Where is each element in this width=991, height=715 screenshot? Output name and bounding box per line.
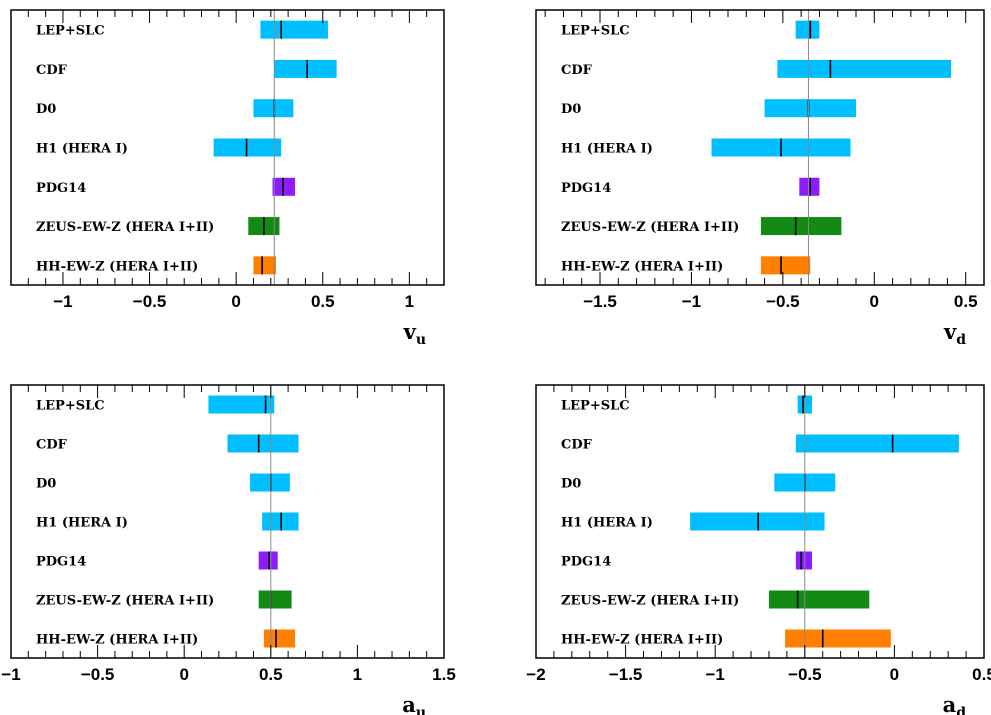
row-label: CDF bbox=[36, 63, 68, 78]
tick-label: 0.5 bbox=[954, 292, 978, 311]
axis-title-subscript: d bbox=[956, 705, 966, 715]
bar-v-d-d0 bbox=[764, 99, 856, 118]
tick-label: 1 bbox=[353, 665, 362, 684]
row-label: ZEUS-EW-Z (HERA I+II) bbox=[36, 220, 214, 235]
bar-a-d-zeus-ew-z-hera-i-ii bbox=[768, 590, 870, 609]
panel-v-d: LEP+SLC CDF D0 H1 (HERA I) PDG14 ZEUS-EW-Z (H… bbox=[535, 9, 985, 348]
row-label: LEP+SLC bbox=[561, 24, 630, 39]
bar-v-d-pdg14 bbox=[799, 177, 820, 196]
tick-label: −1 bbox=[682, 292, 701, 311]
plot-frame bbox=[10, 9, 445, 286]
tick-label: −1 bbox=[53, 292, 72, 311]
axis-title: ad bbox=[943, 692, 967, 715]
row-label: PDG14 bbox=[36, 555, 86, 570]
panel-a-d: LEP+SLC CDF D0 H1 (HERA I) PDG14 ZEUS-EW-Z (H… bbox=[526, 384, 991, 715]
row-label: H1 (HERA I) bbox=[561, 142, 653, 157]
bar-a-d-pdg14 bbox=[795, 551, 812, 570]
axis-title: au bbox=[402, 692, 426, 715]
row-label: HH-EW-Z (HERA I+II) bbox=[36, 633, 198, 648]
bar-v-d-cdf bbox=[777, 59, 952, 78]
row-label: ZEUS-EW-Z (HERA I+II) bbox=[561, 594, 739, 609]
tick-label: −2 bbox=[526, 665, 545, 684]
bar-a-u-d0 bbox=[250, 473, 290, 492]
row-label: PDG14 bbox=[561, 555, 611, 570]
bar-a-u-cdf bbox=[227, 434, 299, 453]
bar-a-d-h1-hera-i bbox=[690, 512, 825, 531]
row-label: HH-EW-Z (HERA I+II) bbox=[561, 259, 723, 274]
plot-frame bbox=[535, 9, 985, 286]
tick-label: −1.5 bbox=[609, 665, 643, 684]
bar-v-d-hh-ew-z-hera-i-ii bbox=[760, 256, 811, 275]
axis-title: vu bbox=[403, 319, 426, 348]
panel-a-u: LEP+SLC CDF D0 H1 (HERA I) PDG14 ZEUS-EW-Z (H… bbox=[1, 384, 456, 715]
row-label: HH-EW-Z (HERA I+II) bbox=[561, 633, 723, 648]
tick-label: −0.5 bbox=[81, 665, 115, 684]
bar-a-d-cdf bbox=[795, 434, 959, 453]
row-label: H1 (HERA I) bbox=[36, 516, 128, 531]
axis-title-main: a bbox=[943, 692, 957, 715]
tick-label: −1 bbox=[706, 665, 725, 684]
axis-title-main: v bbox=[943, 319, 957, 344]
tick-label: −0.5 bbox=[133, 292, 167, 311]
plot-frame bbox=[535, 384, 985, 659]
axis-title-main: v bbox=[403, 319, 417, 344]
tick-label: 0.5 bbox=[311, 292, 335, 311]
row-label: CDF bbox=[561, 438, 593, 453]
row-label: HH-EW-Z (HERA I+II) bbox=[36, 259, 198, 274]
axis-title-subscript: u bbox=[416, 705, 426, 715]
row-label: LEP+SLC bbox=[36, 399, 105, 414]
tick-label: 0 bbox=[870, 292, 879, 311]
bar-a-u-h1-hera-i bbox=[262, 512, 299, 531]
tick-label: −1 bbox=[1, 665, 20, 684]
tick-label: −1.5 bbox=[583, 292, 617, 311]
tick-label: 0 bbox=[231, 292, 240, 311]
row-label: CDF bbox=[561, 63, 593, 78]
bar-v-u-h1-hera-i bbox=[213, 138, 282, 157]
bar-a-u-pdg14 bbox=[258, 551, 278, 570]
panel-v-u: LEP+SLC CDF D0 H1 (HERA I) PDG14 ZEUS-EW-Z (H… bbox=[10, 9, 445, 348]
axis-title-subscript: u bbox=[416, 332, 426, 348]
row-label: D0 bbox=[36, 477, 56, 492]
row-label: H1 (HERA I) bbox=[36, 142, 128, 157]
bar-v-u-d0 bbox=[253, 99, 294, 118]
tick-label: 0.5 bbox=[972, 665, 991, 684]
row-label: D0 bbox=[561, 477, 581, 492]
bar-v-u-cdf bbox=[274, 59, 337, 78]
bar-v-d-lep-slc bbox=[795, 20, 820, 39]
row-label: PDG14 bbox=[36, 181, 86, 196]
plot-frame bbox=[10, 384, 445, 659]
bar-v-u-hh-ew-z-hera-i-ii bbox=[253, 256, 276, 275]
bar-a-u-hh-ew-z-hera-i-ii bbox=[263, 629, 296, 648]
tick-label: 0 bbox=[179, 665, 188, 684]
axis-title-subscript: d bbox=[956, 332, 966, 348]
row-label: LEP+SLC bbox=[36, 24, 105, 39]
bar-a-u-lep-slc bbox=[208, 395, 275, 414]
tick-label: −0.5 bbox=[788, 665, 822, 684]
bar-a-u-zeus-ew-z-hera-i-ii bbox=[258, 590, 292, 609]
row-label: D0 bbox=[561, 102, 581, 117]
row-label: LEP+SLC bbox=[561, 399, 630, 414]
bar-v-u-lep-slc bbox=[260, 20, 328, 39]
bar-a-d-hh-ew-z-hera-i-ii bbox=[785, 629, 891, 648]
bar-v-u-pdg14 bbox=[272, 177, 296, 196]
axis-title: vd bbox=[943, 319, 966, 348]
row-label: H1 (HERA I) bbox=[561, 516, 653, 531]
row-label: D0 bbox=[36, 102, 56, 117]
axis-title-main: a bbox=[402, 692, 416, 715]
bar-v-d-zeus-ew-z-hera-i-ii bbox=[760, 217, 842, 236]
tick-label: −0.5 bbox=[766, 292, 800, 311]
tick-label: 1.5 bbox=[432, 665, 456, 684]
row-label: PDG14 bbox=[561, 181, 611, 196]
row-label: CDF bbox=[36, 438, 68, 453]
row-label: ZEUS-EW-Z (HERA I+II) bbox=[36, 594, 214, 609]
tick-label: 0 bbox=[890, 665, 899, 684]
row-label: ZEUS-EW-Z (HERA I+II) bbox=[561, 220, 739, 235]
tick-label: 1 bbox=[405, 292, 414, 311]
tick-label: 0.5 bbox=[259, 665, 283, 684]
